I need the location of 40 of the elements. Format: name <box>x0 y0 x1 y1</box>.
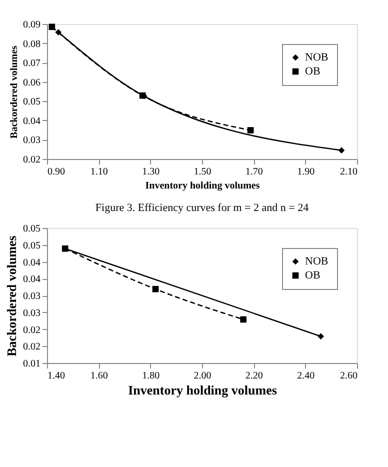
legend-label: OB <box>305 270 320 282</box>
x-tick-label: 2.20 <box>245 370 263 382</box>
x-tick-label: 1.80 <box>142 370 160 382</box>
caption: Figure 3. Efficiency curves for m = 2 and n = 24 <box>95 202 310 214</box>
y-axis-title: Backordered volumes <box>9 45 20 138</box>
legend-label: NOB <box>305 256 328 268</box>
y-tick-label: 0.04 <box>23 274 40 286</box>
x-axis-title: Inventory holding volumes <box>128 382 277 398</box>
y-tick-label: 0.02 <box>23 342 40 353</box>
y-axis-title: Backordered volumes <box>4 236 19 356</box>
x-tick-label: 2.40 <box>297 370 315 382</box>
y-tick-label: 0.04 <box>23 257 40 268</box>
x-tick-label: 2.10 <box>340 166 358 178</box>
x-tick-label: 1.40 <box>48 370 65 382</box>
x-tick-label: 0.90 <box>48 166 65 178</box>
y-tick-label: 0.05 <box>23 240 40 252</box>
y-tick-label: 0.04 <box>23 116 40 127</box>
y-tick-label: 0.07 <box>23 58 40 70</box>
y-tick-label: 0.03 <box>23 308 40 319</box>
y-tick-label: 0.01 <box>23 358 40 370</box>
x-tick-label: 1.70 <box>245 166 263 178</box>
y-tick-label: 0.02 <box>23 324 40 336</box>
x-tick-label: 1.50 <box>194 166 212 178</box>
x-tick-label: 2.60 <box>340 370 358 382</box>
x-axis-title: Inventory holding volumes <box>145 180 260 192</box>
y-tick-label: 0.08 <box>23 38 40 50</box>
x-tick-label: 1.10 <box>90 166 108 178</box>
y-tick-label: 0.02 <box>23 154 40 166</box>
y-tick-label: 0.06 <box>23 77 40 88</box>
y-tick-label: 0.05 <box>23 96 40 108</box>
x-tick-label: 1.90 <box>297 166 315 178</box>
y-tick-label: 0.05 <box>23 224 40 234</box>
legend-label: OB <box>305 66 320 78</box>
x-tick-label: 1.60 <box>90 370 108 382</box>
y-tick-label: 0.03 <box>23 291 40 302</box>
legend-label: NOB <box>305 52 328 64</box>
y-tick-label: 0.03 <box>23 135 40 146</box>
y-tick-label: 0.09 <box>23 20 40 30</box>
x-tick-label: 2.00 <box>194 370 212 382</box>
x-tick-label: 1.30 <box>142 166 160 178</box>
